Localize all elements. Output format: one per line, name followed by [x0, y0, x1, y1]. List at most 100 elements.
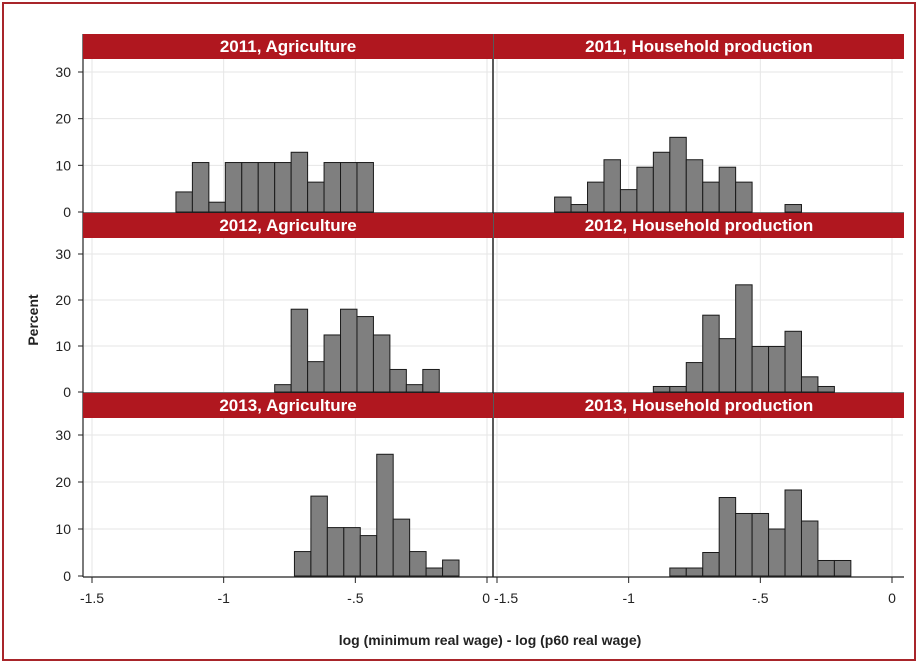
- x-tick-label: -1: [217, 590, 230, 606]
- histogram-bar: [768, 528, 786, 577]
- histogram-bar: [570, 204, 589, 213]
- histogram-bar: [800, 520, 819, 577]
- histogram-bar: [241, 162, 259, 213]
- panel-title: 2011, Agriculture: [220, 37, 356, 56]
- histogram-bar: [340, 308, 358, 393]
- y-tick-label: 20: [55, 474, 71, 490]
- y-tick-label: 10: [55, 338, 71, 354]
- panel-title: 2013, Household production: [585, 396, 814, 415]
- histogram-bar: [718, 338, 737, 393]
- y-tick-label: 20: [55, 111, 71, 127]
- x-tick-label: 0: [482, 590, 490, 606]
- panel-strip: [83, 393, 493, 418]
- panel-strip: [494, 393, 904, 418]
- histogram-bar: [784, 489, 802, 577]
- y-tick-label: 30: [55, 64, 71, 80]
- histogram-bar: [425, 567, 444, 577]
- histogram-bar: [751, 345, 770, 393]
- bars-layer: [175, 136, 852, 577]
- histogram-bar: [768, 345, 786, 393]
- histogram-bar: [389, 368, 407, 393]
- histogram-bar: [735, 512, 753, 577]
- histogram-bar: [800, 376, 819, 393]
- histogram-bar: [784, 330, 802, 393]
- histogram-bar: [208, 201, 226, 213]
- histogram-bar: [405, 384, 424, 393]
- histogram-bar: [669, 567, 687, 577]
- panel-strip: [83, 34, 493, 59]
- histogram-bar: [442, 559, 460, 577]
- y-tick-label: 0: [63, 568, 71, 584]
- x-tick-label: -.5: [347, 590, 364, 606]
- histogram-bar: [293, 551, 312, 577]
- histogram-bar: [718, 166, 737, 213]
- histogram-bar: [343, 527, 361, 577]
- histogram-bar: [356, 162, 374, 213]
- histogram-bar: [290, 308, 309, 393]
- histogram-bar: [356, 316, 374, 393]
- histogram-bar: [833, 559, 852, 577]
- axes-layer: [82, 34, 904, 578]
- histogram-bar: [636, 166, 654, 213]
- panel-title: 2011, Household production: [585, 37, 813, 56]
- histogram-bar: [554, 196, 572, 213]
- histogram-bar: [422, 368, 440, 393]
- histogram-bar: [702, 552, 720, 577]
- histogram-bar: [685, 362, 704, 393]
- histogram-bar: [751, 512, 770, 577]
- histogram-bar: [175, 191, 193, 213]
- y-axis-title: Percent: [25, 294, 41, 346]
- x-tick-label: -.5: [752, 590, 769, 606]
- histogram-bar: [257, 162, 276, 213]
- panel-title: 2012, Agriculture: [219, 216, 356, 235]
- strips-layer: 2011, Agriculture 2011, Household product…: [83, 34, 904, 418]
- histogram-bar: [372, 334, 391, 393]
- histogram-bar: [702, 314, 720, 393]
- histogram-bar: [310, 495, 328, 577]
- x-tick-label: 0: [888, 590, 896, 606]
- histogram-bar: [290, 151, 309, 213]
- panel-title: 2012, Household production: [585, 216, 814, 235]
- histogram-bar: [685, 159, 704, 213]
- histogram-bar: [784, 204, 802, 213]
- histogram-bar: [326, 527, 345, 577]
- histogram-bar: [718, 497, 737, 577]
- y-tick-label: 10: [55, 521, 71, 537]
- histogram-bar: [323, 162, 342, 213]
- histogram-bar: [669, 385, 687, 393]
- x-tick-label: -1.5: [80, 590, 104, 606]
- y-tick-label: 0: [63, 384, 71, 400]
- histogram-bar: [652, 151, 671, 213]
- histogram-bar: [587, 181, 605, 213]
- y-tick-label: 10: [55, 157, 71, 173]
- histogram-bar: [685, 567, 704, 577]
- grid-layer: [84, 59, 903, 576]
- histogram-bar: [274, 384, 292, 393]
- panel-strip: [494, 34, 904, 59]
- panel-strip: [494, 213, 904, 238]
- histogram-bar: [619, 189, 638, 213]
- histogram-bar: [359, 535, 378, 577]
- histogram-bar: [376, 453, 394, 577]
- histogram-bar: [392, 518, 411, 577]
- histogram-bar: [340, 162, 358, 213]
- histogram-bar: [307, 181, 325, 213]
- histogram-bar: [323, 334, 342, 393]
- histogram-bar: [817, 559, 835, 577]
- y-tick-label: 30: [55, 427, 71, 443]
- histogram-bar: [652, 385, 671, 393]
- histogram-bar: [603, 159, 621, 213]
- x-tick-label: -1: [622, 590, 635, 606]
- y-tick-label: 0: [63, 204, 71, 220]
- histogram-bar: [702, 181, 720, 213]
- histogram-bar: [224, 162, 243, 213]
- histogram-bar: [735, 284, 753, 393]
- x-tick-label: -1.5: [494, 590, 518, 606]
- panel-strip: [83, 213, 493, 238]
- y-tick-label: 20: [55, 292, 71, 308]
- y-tick-label: 30: [55, 246, 71, 262]
- histogram-bar: [669, 136, 687, 213]
- panel-title: 2013, Agriculture: [219, 396, 356, 415]
